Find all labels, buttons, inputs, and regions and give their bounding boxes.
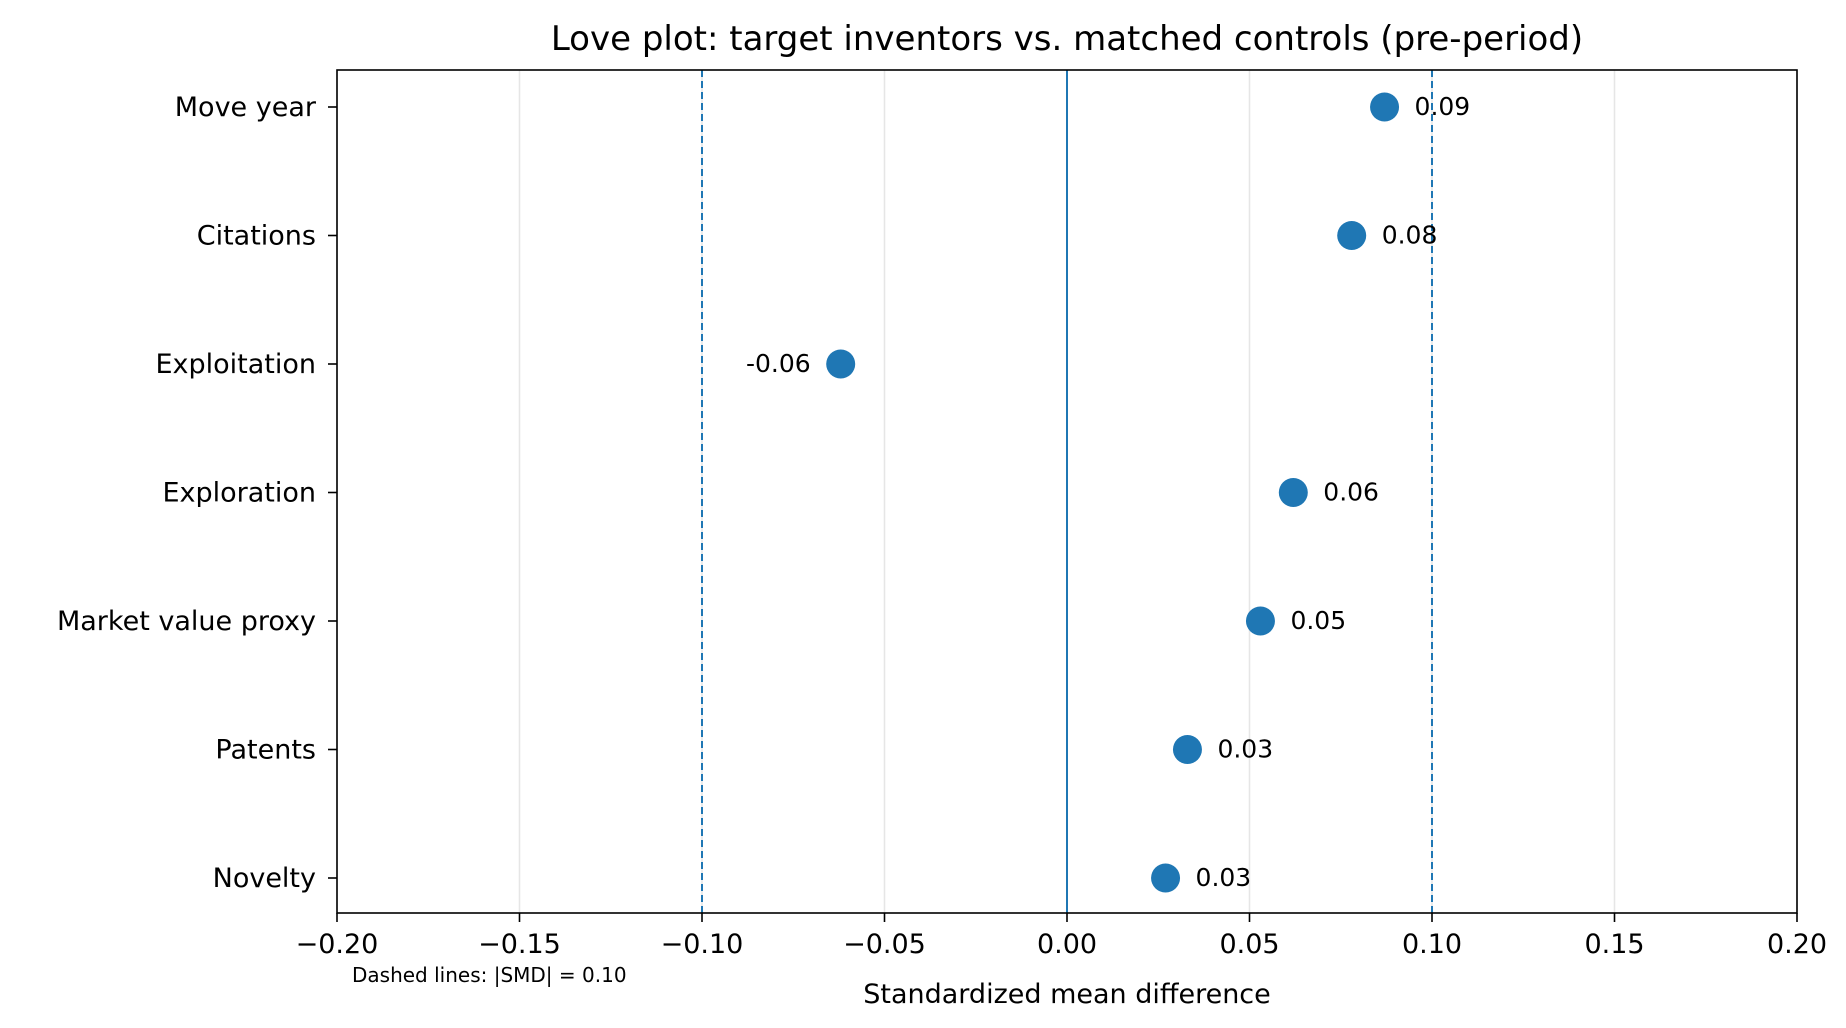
y-category-label: Exploitation (155, 349, 316, 380)
reference-lines (701, 70, 1433, 913)
x-tick-label: 0.10 (1402, 929, 1462, 960)
x-axis-label: Standardized mean difference (863, 979, 1271, 1010)
y-category-label: Move year (175, 92, 317, 123)
data-point (826, 349, 856, 379)
x-tick-label: −0.10 (661, 929, 744, 960)
x-tick-label: 0.20 (1767, 929, 1827, 960)
data-point (1172, 735, 1202, 764)
data-value-label: 0.09 (1415, 92, 1471, 121)
y-category-label: Citations (197, 221, 316, 252)
data-value-label: -0.06 (746, 349, 811, 378)
y-category-label: Exploration (162, 478, 316, 509)
data-point (1278, 478, 1308, 507)
data-point (1151, 863, 1181, 893)
data-point (1370, 92, 1400, 122)
x-tick-label: −0.20 (296, 929, 379, 960)
x-tick-label: 0.05 (1219, 929, 1279, 960)
data-value-label: 0.06 (1323, 478, 1379, 507)
x-tick-label: −0.05 (843, 929, 926, 960)
y-category-label: Patents (215, 735, 316, 766)
data-markers (826, 92, 1400, 893)
x-tick-label: −0.15 (478, 929, 561, 960)
data-point (1245, 606, 1275, 636)
data-value-label: 0.03 (1217, 735, 1273, 764)
data-value-label: 0.03 (1196, 863, 1252, 892)
data-value-label: 0.05 (1290, 606, 1346, 635)
y-category-label: Novelty (213, 863, 316, 894)
data-labels: 0.09 0.08 -0.06 0.06 0.05 0.03 0.03 (746, 92, 1470, 892)
y-axis-ticks: Move year Citations Exploitation Exploratio… (57, 92, 337, 894)
data-point (1337, 221, 1367, 250)
y-category-label: Market value proxy (57, 606, 316, 637)
data-value-label: 0.08 (1382, 221, 1438, 250)
x-tick-label: 0.15 (1584, 929, 1644, 960)
x-axis-ticks: −0.20 −0.15 −0.10 −0.05 0.00 0.05 0.10 0.15 0.20 (296, 913, 1827, 960)
threshold-note: Dashed lines: |SMD| = 0.10 (352, 963, 627, 987)
x-tick-label: 0.00 (1037, 929, 1097, 960)
chart-title: Love plot: target inventors vs. matched … (551, 19, 1583, 59)
